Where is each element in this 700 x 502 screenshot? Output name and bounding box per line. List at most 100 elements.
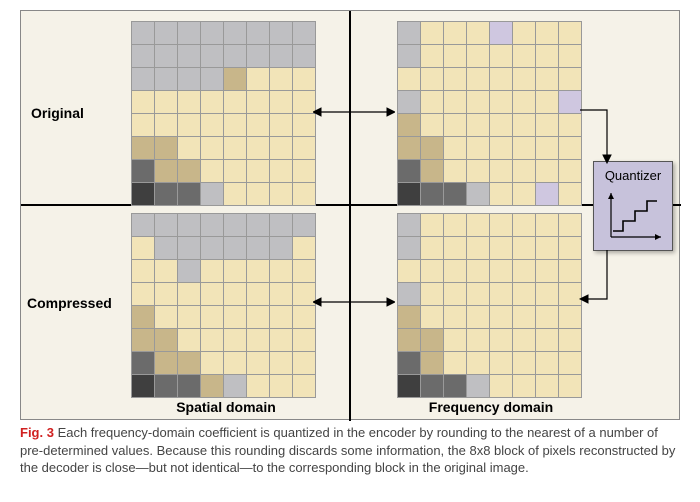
grid-cell xyxy=(513,283,535,305)
grid-cell xyxy=(247,137,269,159)
grid-cell xyxy=(513,68,535,90)
grid-cell xyxy=(201,214,223,236)
grid-cell xyxy=(155,160,177,182)
grid-cell xyxy=(536,114,558,136)
grid-cell xyxy=(467,137,489,159)
grid-cell xyxy=(155,22,177,44)
grid-cell xyxy=(155,91,177,113)
grid-cell xyxy=(444,214,466,236)
grid-cell xyxy=(559,375,581,397)
grid-cell xyxy=(247,260,269,282)
grid-cell xyxy=(247,114,269,136)
grid-cell xyxy=(178,283,200,305)
grid-cell xyxy=(293,91,315,113)
grid-cell xyxy=(559,306,581,328)
grid-cell xyxy=(155,237,177,259)
grid-cell xyxy=(513,260,535,282)
grid-cell xyxy=(467,375,489,397)
grid-cell xyxy=(201,237,223,259)
grid-cell xyxy=(513,352,535,374)
grid-cell xyxy=(536,137,558,159)
grid-cell xyxy=(398,68,420,90)
grid-cell xyxy=(293,237,315,259)
row-label-compressed: Compressed xyxy=(27,295,112,311)
grid-cell xyxy=(270,68,292,90)
grid-cell xyxy=(444,160,466,182)
grid-cell xyxy=(155,137,177,159)
grid-cell xyxy=(444,22,466,44)
grid-cell xyxy=(444,260,466,282)
grid-cell xyxy=(536,375,558,397)
grid-cell xyxy=(536,283,558,305)
grid-cell xyxy=(421,22,443,44)
grid-cell xyxy=(398,183,420,205)
grid-cell xyxy=(513,137,535,159)
grid-cell xyxy=(178,214,200,236)
grid-cell xyxy=(559,260,581,282)
grid-cell xyxy=(247,329,269,351)
vertical-divider xyxy=(349,11,351,421)
grid-cell xyxy=(513,22,535,44)
grid-cell xyxy=(398,91,420,113)
figure-container: Original Compressed Spatial domain Frequ… xyxy=(20,10,680,420)
grid-cell xyxy=(270,260,292,282)
grid-cell xyxy=(132,91,154,113)
grid-cell xyxy=(559,237,581,259)
grid-cell xyxy=(444,329,466,351)
grid-cell xyxy=(490,91,512,113)
grid-cell xyxy=(421,160,443,182)
grid-cell xyxy=(155,183,177,205)
grid-cell xyxy=(293,214,315,236)
grid-cell xyxy=(178,352,200,374)
grid-cell xyxy=(467,91,489,113)
grid-cell xyxy=(398,306,420,328)
grid-cell xyxy=(536,352,558,374)
grid-compressed-spatial xyxy=(131,213,316,398)
grid-cell xyxy=(293,352,315,374)
grid-cell xyxy=(201,306,223,328)
grid-cell xyxy=(201,260,223,282)
grid-cell xyxy=(178,329,200,351)
grid-cell xyxy=(559,45,581,67)
grid-cell xyxy=(224,260,246,282)
grid-cell xyxy=(467,214,489,236)
grid-cell xyxy=(270,137,292,159)
grid-cell xyxy=(559,22,581,44)
horizontal-divider xyxy=(21,204,681,206)
grid-cell xyxy=(513,237,535,259)
grid-cell xyxy=(398,352,420,374)
grid-cell xyxy=(270,329,292,351)
grid-cell xyxy=(155,283,177,305)
grid-cell xyxy=(270,214,292,236)
grid-cell xyxy=(490,329,512,351)
grid-cell xyxy=(247,375,269,397)
grid-cell xyxy=(224,214,246,236)
col-label-spatial: Spatial domain xyxy=(161,399,291,415)
grid-cell xyxy=(270,22,292,44)
grid-cell xyxy=(132,137,154,159)
grid-cell xyxy=(132,352,154,374)
grid-cell xyxy=(467,260,489,282)
grid-cell xyxy=(270,283,292,305)
grid-cell xyxy=(421,375,443,397)
quantizer-label: Quantizer xyxy=(594,168,672,183)
grid-cell xyxy=(224,375,246,397)
grid-cell xyxy=(293,260,315,282)
grid-cell xyxy=(178,260,200,282)
grid-cell xyxy=(293,68,315,90)
grid-cell xyxy=(398,114,420,136)
grid-cell xyxy=(224,283,246,305)
grid-cell xyxy=(490,114,512,136)
grid-cell xyxy=(490,183,512,205)
grid-compressed-frequency xyxy=(397,213,582,398)
grid-cell xyxy=(224,137,246,159)
grid-cell xyxy=(201,352,223,374)
grid-cell xyxy=(247,183,269,205)
grid-cell xyxy=(513,45,535,67)
grid-cell xyxy=(201,114,223,136)
grid-cell xyxy=(293,329,315,351)
grid-cell xyxy=(293,114,315,136)
grid-cell xyxy=(559,160,581,182)
grid-cell xyxy=(490,306,512,328)
grid-cell xyxy=(559,183,581,205)
